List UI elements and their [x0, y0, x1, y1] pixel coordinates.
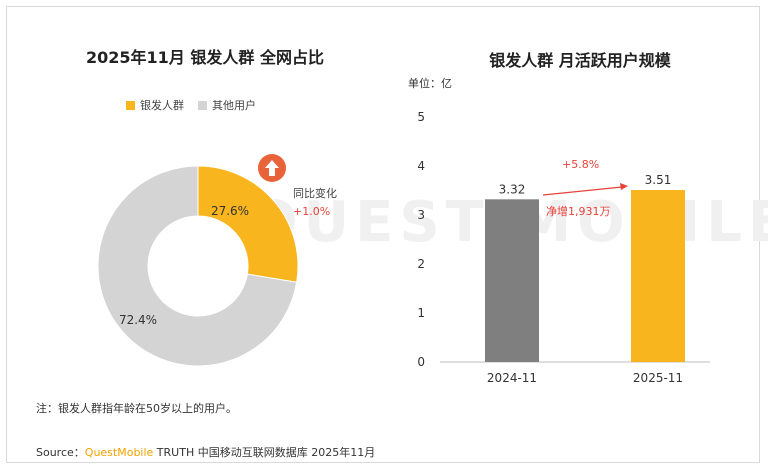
yoy-value: +1.0%: [293, 205, 330, 218]
bar-2024-11: [485, 199, 539, 362]
source-prefix: Source：: [36, 446, 85, 459]
donut-chart-title: 2025年11月 银发人群 全网占比: [86, 48, 324, 67]
source-line: Source：QuestMobile TRUTH 中国移动互联网数据库 2025…: [36, 444, 375, 460]
growth-arrow: [542, 183, 628, 196]
yoy-label: 同比变化: [293, 186, 337, 200]
y-tick-label: 4: [417, 159, 425, 173]
legend-label-silver: 银发人群: [140, 99, 184, 112]
source-brand: QuestMobile: [84, 446, 154, 459]
bar-value-label: 3.51: [645, 173, 672, 187]
slice-label-other: 72.4%: [119, 313, 157, 327]
y-tick-label: 0: [417, 355, 425, 369]
legend-swatch-other: [198, 100, 207, 110]
donut-slice-other: [97, 165, 298, 367]
y-axis-ticks: 0 1 2 3 4 5: [417, 110, 425, 369]
legend-swatch-silver: [126, 100, 135, 110]
donut-legend: 银发人群 其他用户: [126, 97, 256, 113]
bar-group: 3.32 2024-11 3.51 2025-11: [485, 173, 685, 385]
legend-item-silver: 银发人群: [126, 97, 184, 113]
bar-chart-title: 银发人群 月活跃用户规模: [489, 51, 671, 70]
y-tick-label: 1: [417, 306, 425, 320]
growth-pct-label: +5.8%: [562, 158, 599, 171]
donut-slice-silver: [197, 165, 299, 283]
source-suffix: TRUTH 中国移动互联网数据库 2025年11月: [153, 446, 376, 459]
up-arrow-icon: [258, 154, 286, 182]
donut-slices: [97, 165, 299, 367]
bar-2025-11: [631, 190, 685, 362]
x-tick-label: 2024-11: [487, 371, 537, 385]
y-tick-label: 3: [417, 208, 425, 222]
x-tick-label: 2025-11: [633, 371, 683, 385]
y-tick-label: 5: [417, 110, 425, 124]
unit-label: 单位：亿: [408, 76, 452, 90]
slice-label-silver: 27.6%: [211, 204, 249, 218]
y-tick-label: 2: [417, 257, 425, 271]
footnote: 注：银发人群指年龄在50岁以上的用户。: [36, 402, 237, 415]
bar-value-label: 3.32: [499, 182, 526, 196]
legend-label-other: 其他用户: [212, 99, 256, 112]
growth-abs-label: 净增1,931万: [546, 204, 611, 218]
legend-item-other: 其他用户: [198, 97, 256, 113]
